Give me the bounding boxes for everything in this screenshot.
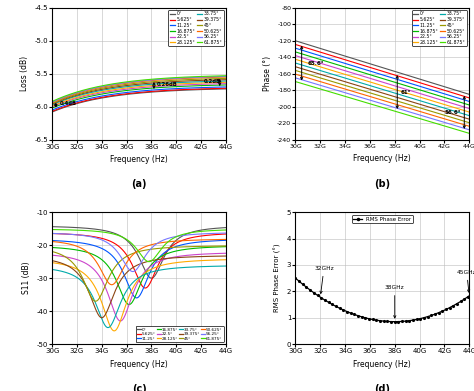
- X-axis label: Frequency (Hz): Frequency (Hz): [354, 154, 411, 163]
- X-axis label: Frequency (Hz): Frequency (Hz): [354, 360, 411, 369]
- Y-axis label: Loss (dB): Loss (dB): [19, 56, 28, 91]
- Text: 32GHz: 32GHz: [314, 266, 334, 294]
- Text: (c): (c): [132, 384, 146, 391]
- Legend: 0°, 5.625°, 11.25°, 16.875°, 22.5°, 28.125°, 33.75°, 39.375°, 45°, 50.625°, 56.2: 0°, 5.625°, 11.25°, 16.875°, 22.5°, 28.1…: [168, 10, 224, 46]
- Y-axis label: Phase (°): Phase (°): [263, 56, 272, 91]
- Text: (a): (a): [131, 179, 147, 189]
- Text: (b): (b): [374, 179, 391, 189]
- Text: 61°: 61°: [401, 90, 411, 95]
- Y-axis label: RMS Phase Error (°): RMS Phase Error (°): [274, 244, 281, 312]
- Text: 65.6°: 65.6°: [308, 61, 324, 66]
- Text: 0.26dB: 0.26dB: [156, 82, 177, 87]
- Text: 56.6°: 56.6°: [445, 110, 461, 115]
- Text: 45GHz: 45GHz: [457, 270, 474, 292]
- Text: (d): (d): [374, 384, 391, 391]
- Legend: 0°, 5.625°, 11.25°, 16.875°, 22.5°, 28.125°, 33.75°, 39.375°, 45°, 50.625°, 56.2: 0°, 5.625°, 11.25°, 16.875°, 22.5°, 28.1…: [411, 10, 467, 46]
- Text: 0.2dB: 0.2dB: [204, 79, 220, 84]
- Text: 38GHz: 38GHz: [385, 285, 405, 318]
- Text: 0.4dB: 0.4dB: [60, 101, 77, 106]
- X-axis label: Frequency (Hz): Frequency (Hz): [110, 155, 168, 164]
- Legend: 0°, 5.625°, 11.25°, 16.875°, 22.5°, 28.125°, 33.75°, 39.375°, 45°, 50.625°, 56.2: 0°, 5.625°, 11.25°, 16.875°, 22.5°, 28.1…: [136, 326, 224, 342]
- X-axis label: Frequency (Hz): Frequency (Hz): [110, 360, 168, 369]
- Y-axis label: S11 (dB): S11 (dB): [22, 262, 31, 294]
- Legend: RMS Phase Error: RMS Phase Error: [352, 215, 413, 223]
